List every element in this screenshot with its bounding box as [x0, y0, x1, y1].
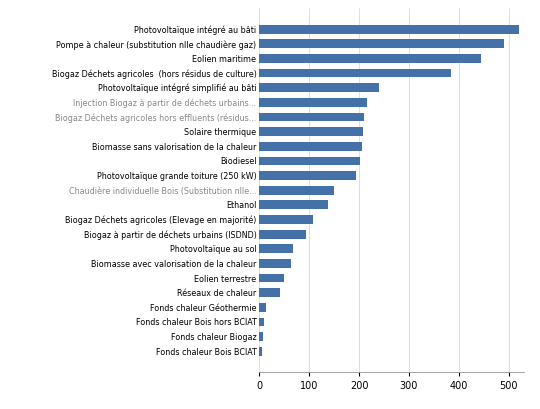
Bar — [259, 54, 481, 63]
Bar — [259, 317, 264, 326]
Bar — [259, 39, 504, 48]
Bar — [259, 25, 519, 34]
Bar — [259, 69, 451, 77]
Bar — [259, 142, 362, 151]
Bar — [259, 112, 364, 121]
Bar — [259, 127, 363, 136]
Bar — [259, 274, 284, 283]
Bar — [259, 215, 313, 224]
Bar — [259, 171, 355, 180]
Bar — [259, 244, 293, 253]
Bar — [259, 157, 360, 165]
Bar — [259, 83, 379, 92]
Bar — [259, 98, 367, 107]
Bar — [259, 259, 291, 268]
Bar — [259, 200, 328, 209]
Bar — [259, 347, 262, 356]
Bar — [259, 288, 280, 297]
Bar — [259, 332, 262, 341]
Bar — [259, 303, 266, 312]
Bar — [259, 186, 334, 195]
Bar — [259, 230, 306, 238]
